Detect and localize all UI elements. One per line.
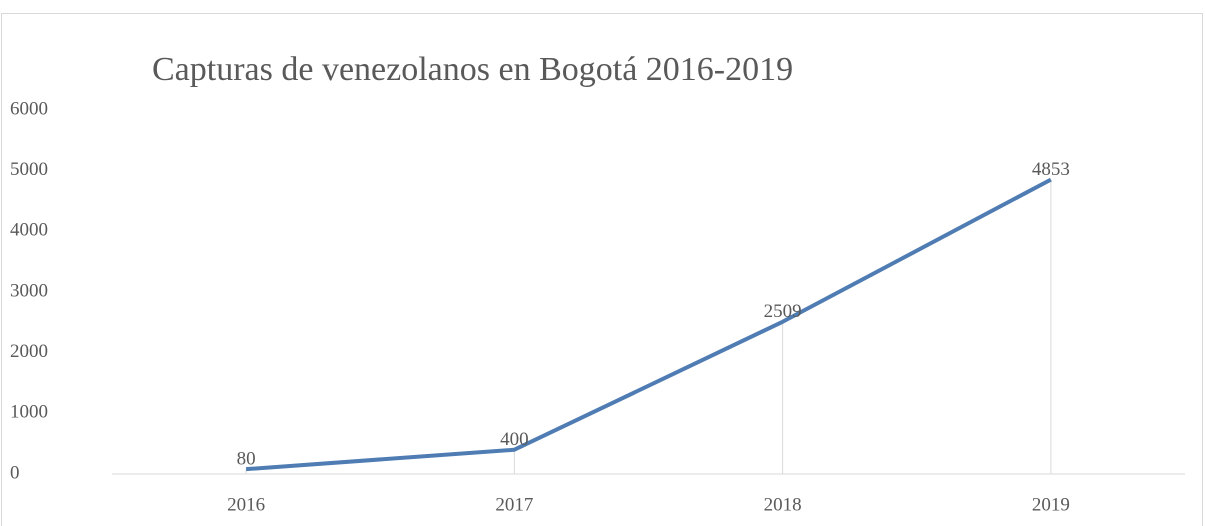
chart-frame [1,13,1203,526]
y-tick-label: 6000 [10,98,48,119]
y-tick-label: 2000 [10,341,48,362]
x-tick-label: 2019 [1032,494,1070,515]
data-label: 4853 [1032,159,1070,180]
y-tick-label: 3000 [10,280,48,301]
y-tick-label: 0 [10,462,20,483]
y-tick-label: 1000 [10,402,48,423]
series-line [245,177,1052,472]
x-tick-label: 2018 [764,494,802,515]
data-label: 2509 [764,301,802,322]
x-tick-label: 2017 [495,494,533,515]
y-tick-label: 5000 [10,159,48,180]
data-label: 80 [237,449,256,470]
data-label: 400 [500,429,529,450]
x-tick-label: 2016 [227,494,265,515]
chart-title: Capturas de venezolanos en Bogotá 2016-2… [152,51,793,88]
y-tick-label: 4000 [10,220,48,241]
